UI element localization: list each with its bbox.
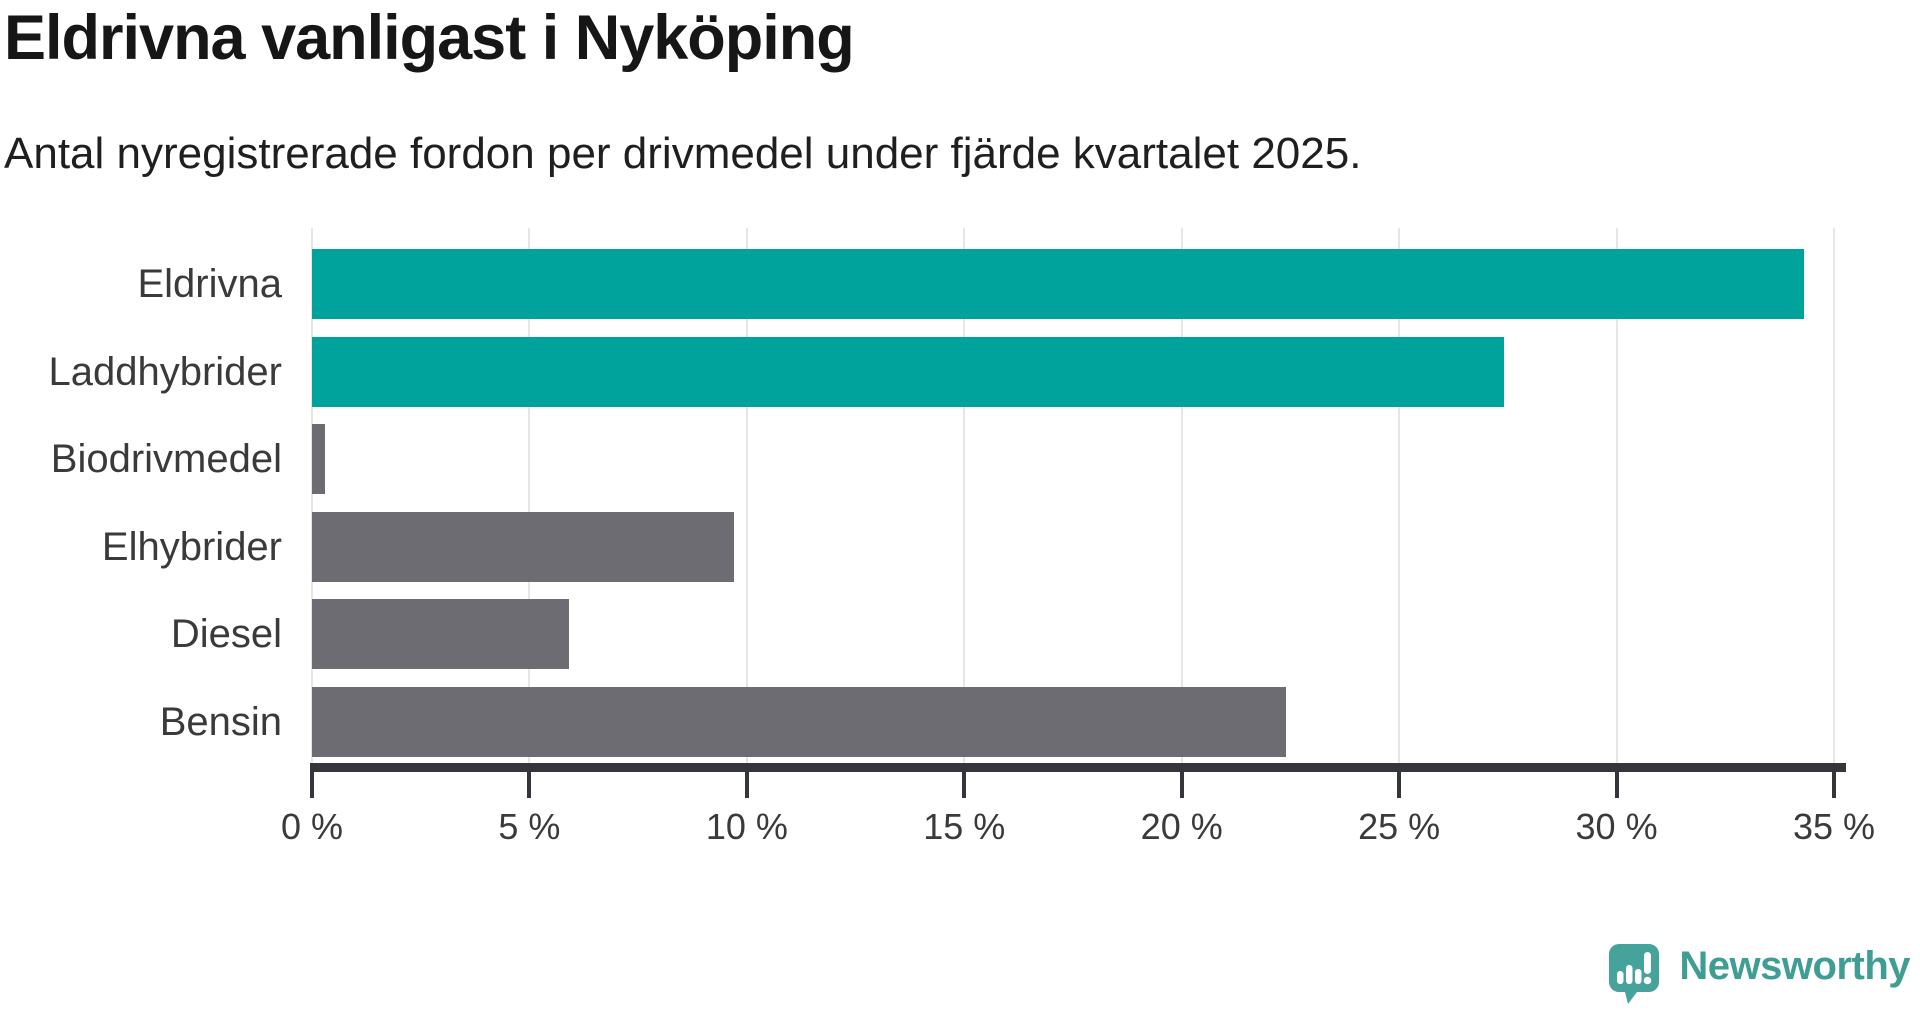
newsworthy-logo: Newsworthy	[1609, 944, 1910, 1004]
x-tick-label: 35 %	[1792, 806, 1876, 847]
gridline	[1180, 228, 1183, 763]
bar-elhybrider	[312, 511, 734, 582]
chart-title: Eldrivna vanligast i Nyköping	[4, 3, 855, 73]
x-tick	[962, 772, 967, 798]
gridline	[963, 228, 966, 763]
category-label: Eldrivna	[137, 262, 282, 306]
bar-diesel	[312, 599, 569, 669]
x-tick	[1397, 772, 1402, 798]
x-tick	[1179, 772, 1184, 798]
chart-subtitle: Antal nyregistrerade fordon per drivmede…	[4, 129, 1362, 178]
category-label: Bensin	[159, 699, 282, 744]
gridline	[1398, 228, 1401, 763]
x-tick-label: 20 %	[1140, 806, 1223, 847]
x-tick-label: 0 %	[280, 806, 344, 847]
x-tick-label: 5 %	[498, 806, 561, 847]
category-label: Laddhybrider	[48, 349, 283, 394]
gridline	[528, 228, 531, 763]
gridline	[1615, 228, 1618, 763]
x-tick	[1614, 772, 1619, 798]
gridline	[1833, 228, 1835, 763]
bar-eldrivna	[312, 249, 1804, 319]
category-label: Biodrivmedel	[50, 437, 282, 481]
x-axis-line	[310, 763, 1846, 772]
category-label: Diesel	[170, 612, 282, 656]
newsworthy-logo-text: Newsworthy	[1679, 944, 1910, 988]
category-label: Elhybrider	[101, 524, 282, 569]
bar-bensin	[312, 686, 1287, 757]
x-tick-label: 10 %	[705, 806, 788, 847]
gridline	[745, 228, 748, 763]
x-tick-label: 15 %	[923, 806, 1006, 847]
x-tick	[744, 772, 749, 798]
bar-laddhybrider	[312, 336, 1504, 407]
x-tick	[1832, 772, 1836, 798]
x-tick	[527, 772, 532, 798]
gridline	[311, 228, 313, 763]
newsworthy-logo-icon	[1609, 944, 1660, 1004]
bar-biodrivmedel	[312, 424, 326, 494]
x-tick-label: 30 %	[1575, 806, 1658, 847]
x-tick-label: 25 %	[1358, 806, 1441, 847]
x-tick	[310, 772, 314, 798]
